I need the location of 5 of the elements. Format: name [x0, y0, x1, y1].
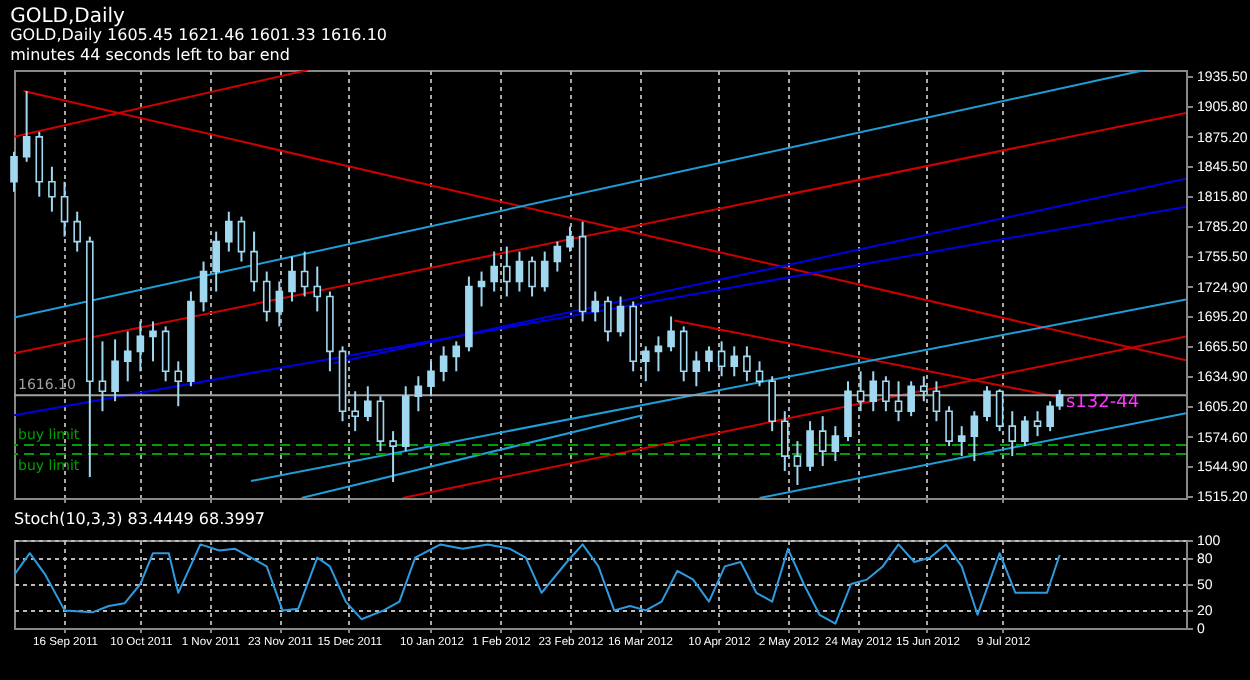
chart-title: Stoch(10,3,3) 83.4449 68.3997 [14, 510, 266, 528]
text: minutes 44 seconds left to bar end [10, 46, 290, 65]
chart-title: GOLD,Daily [10, 6, 126, 29]
annotation: s132-44 [1065, 393, 1140, 414]
chart-subtitle: GOLD,Daily 1605.45 1621.46 1601.33 1616.10 [10, 26, 388, 45]
